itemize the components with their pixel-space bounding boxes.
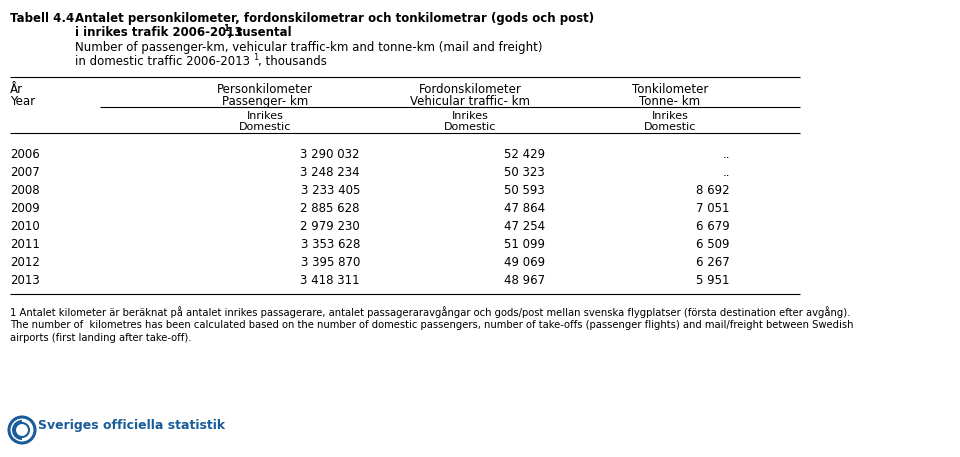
Text: The number of  kilometres has been calculated based on the number of domestic pa: The number of kilometres has been calcul… xyxy=(10,320,853,330)
Text: 2010: 2010 xyxy=(10,220,39,233)
Text: 1 Antalet kilometer är beräknat på antalet inrikes passagerare, antalet passager: 1 Antalet kilometer är beräknat på antal… xyxy=(10,306,851,318)
Text: 3 290 032: 3 290 032 xyxy=(300,148,360,161)
Text: Personkilometer: Personkilometer xyxy=(217,83,313,96)
Text: 2011: 2011 xyxy=(10,238,40,251)
Text: 1: 1 xyxy=(253,53,258,62)
Text: 3 248 234: 3 248 234 xyxy=(300,166,360,179)
Text: Sveriges officiella statistik: Sveriges officiella statistik xyxy=(38,419,226,431)
Text: 3 395 870: 3 395 870 xyxy=(300,256,360,269)
Text: Inrikes: Inrikes xyxy=(247,111,283,121)
Text: 50 323: 50 323 xyxy=(504,166,545,179)
Text: Vehicular traffic- km: Vehicular traffic- km xyxy=(410,95,530,108)
Text: 48 967: 48 967 xyxy=(504,274,545,287)
Text: 3 233 405: 3 233 405 xyxy=(300,184,360,197)
Text: 47 254: 47 254 xyxy=(504,220,545,233)
Text: Tonne- km: Tonne- km xyxy=(639,95,701,108)
Text: 51 099: 51 099 xyxy=(504,238,545,251)
Text: 2007: 2007 xyxy=(10,166,39,179)
Text: Number of passenger-km, vehicular traffic-km and tonne-km (mail and freight): Number of passenger-km, vehicular traffi… xyxy=(75,41,542,54)
Text: airports (first landing after take-off).: airports (first landing after take-off). xyxy=(10,333,191,343)
Text: Domestic: Domestic xyxy=(644,122,696,132)
Text: Fordonskilometer: Fordonskilometer xyxy=(419,83,521,96)
Text: 6 509: 6 509 xyxy=(697,238,730,251)
Text: 3 353 628: 3 353 628 xyxy=(300,238,360,251)
Text: 2 885 628: 2 885 628 xyxy=(300,202,360,215)
Text: i inrikes trafik 2006-2013: i inrikes trafik 2006-2013 xyxy=(75,26,243,39)
Text: 7 051: 7 051 xyxy=(697,202,730,215)
Text: Antalet personkilometer, fordonskilometrar och tonkilometrar (gods och post): Antalet personkilometer, fordonskilometr… xyxy=(75,12,594,25)
Text: Passenger- km: Passenger- km xyxy=(222,95,308,108)
Text: 2012: 2012 xyxy=(10,256,40,269)
Text: 8 692: 8 692 xyxy=(696,184,730,197)
Text: Inrikes: Inrikes xyxy=(451,111,489,121)
Text: 1: 1 xyxy=(223,24,228,33)
Text: Year: Year xyxy=(10,95,36,108)
Text: 6 679: 6 679 xyxy=(696,220,730,233)
Text: 52 429: 52 429 xyxy=(504,148,545,161)
Text: ..: .. xyxy=(723,148,730,161)
Text: in domestic traffic 2006-2013: in domestic traffic 2006-2013 xyxy=(75,55,250,68)
Text: 49 069: 49 069 xyxy=(504,256,545,269)
Text: 50 593: 50 593 xyxy=(504,184,545,197)
Text: År: År xyxy=(10,83,23,96)
Text: Domestic: Domestic xyxy=(239,122,291,132)
Text: 2013: 2013 xyxy=(10,274,39,287)
Text: 5 951: 5 951 xyxy=(697,274,730,287)
Text: 47 864: 47 864 xyxy=(504,202,545,215)
Text: , thousands: , thousands xyxy=(258,55,326,68)
Text: 2008: 2008 xyxy=(10,184,39,197)
Text: 2009: 2009 xyxy=(10,202,39,215)
Text: 2006: 2006 xyxy=(10,148,39,161)
Wedge shape xyxy=(12,420,22,440)
Text: ..: .. xyxy=(723,166,730,179)
Text: 6 267: 6 267 xyxy=(696,256,730,269)
Text: , tusental: , tusental xyxy=(228,26,292,39)
Text: Domestic: Domestic xyxy=(444,122,496,132)
Text: Inrikes: Inrikes xyxy=(652,111,688,121)
Text: Tonkilometer: Tonkilometer xyxy=(632,83,708,96)
Text: 3 418 311: 3 418 311 xyxy=(300,274,360,287)
Text: 2 979 230: 2 979 230 xyxy=(300,220,360,233)
Text: Tabell 4.4: Tabell 4.4 xyxy=(10,12,74,25)
